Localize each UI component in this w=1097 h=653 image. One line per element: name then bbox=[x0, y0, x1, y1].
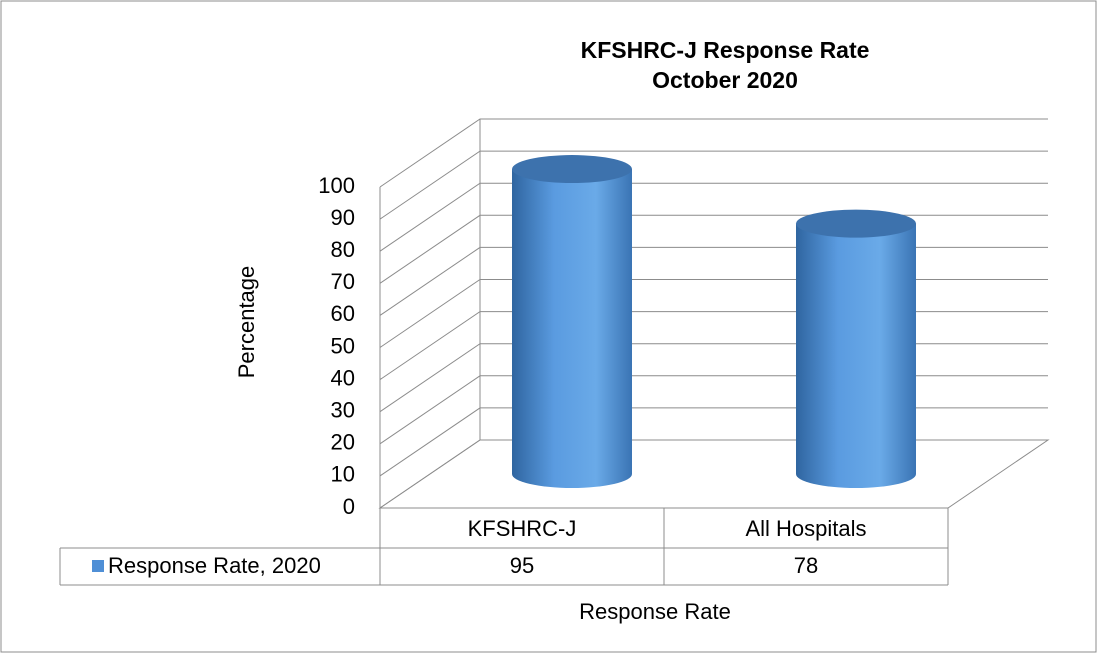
data-table bbox=[59, 508, 949, 586]
y-tick-label: 60 bbox=[331, 301, 355, 326]
y-tick-label: 40 bbox=[331, 365, 355, 390]
y-tick-label: 90 bbox=[331, 205, 355, 230]
chart-subtitle: October 2020 bbox=[652, 67, 798, 93]
table-value: 78 bbox=[794, 553, 818, 578]
x-tick-label: All Hospitals bbox=[745, 516, 866, 541]
legend-swatch bbox=[92, 560, 104, 572]
legend-label: Response Rate, 2020 bbox=[108, 553, 321, 578]
y-tick-label: 50 bbox=[331, 333, 355, 358]
y-tick-label: 30 bbox=[331, 398, 355, 423]
y-tick-label: 20 bbox=[331, 430, 355, 455]
bar-top bbox=[512, 155, 632, 184]
bar bbox=[512, 169, 632, 489]
y-tick-label: 100 bbox=[318, 173, 355, 198]
bar-top bbox=[796, 209, 916, 238]
back-wall-edge bbox=[379, 119, 481, 508]
table-value: 95 bbox=[510, 553, 534, 578]
x-tick-label: KFSHRC-J bbox=[468, 516, 577, 541]
y-tick-label: 80 bbox=[331, 237, 355, 262]
y-axis-title: Percentage bbox=[234, 266, 259, 379]
x-axis-title: Response Rate bbox=[579, 599, 731, 624]
y-tick-label: 10 bbox=[331, 462, 355, 487]
y-tick-label: 0 bbox=[343, 494, 355, 519]
bar bbox=[796, 223, 916, 488]
y-tick-label: 70 bbox=[331, 269, 355, 294]
chart-title: KFSHRC-J Response Rate bbox=[581, 37, 870, 63]
